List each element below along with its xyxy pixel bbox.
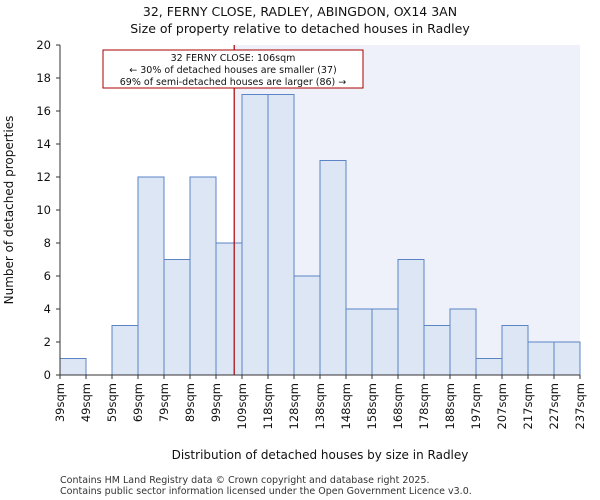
annotation-line-2: ← 30% of detached houses are smaller (37… [129, 65, 336, 76]
bar-178sqm [423, 325, 451, 376]
annotation-frame [102, 49, 364, 89]
y-tick-label-16: 16 [36, 104, 51, 118]
x-tick-label-89sqm: 89sqm [183, 383, 197, 422]
x-tick-label-59sqm: 59sqm [105, 383, 119, 422]
x-tick-label-109sqm: 109sqm [235, 383, 249, 429]
y-tick-label-10: 10 [36, 203, 51, 217]
footer-line-2: Contains public sector information licen… [60, 486, 472, 497]
bar-207sqm [501, 325, 529, 376]
x-tick-label-99sqm: 99sqm [209, 383, 223, 422]
y-tick-label-12: 12 [36, 170, 51, 184]
y-tick-label-0: 0 [44, 368, 51, 382]
bar-217sqm [527, 341, 555, 376]
x-axis-label: Distribution of detached houses by size … [172, 448, 469, 462]
footer-line-1: Contains HM Land Registry data © Crown c… [60, 475, 430, 486]
y-tick-label-20: 20 [36, 38, 51, 52]
x-tick-label-128sqm: 128sqm [287, 383, 301, 429]
annotation-box: 32 FERNY CLOSE: 106sqm ← 30% of detached… [102, 49, 364, 89]
x-tick-label-138sqm: 138sqm [313, 383, 327, 429]
bar-158sqm [371, 308, 399, 376]
bar-188sqm [449, 308, 477, 376]
x-tick-label-227sqm: 227sqm [547, 383, 561, 429]
x-tick-label-217sqm: 217sqm [521, 383, 535, 429]
x-tick-label-118sqm: 118sqm [261, 383, 275, 429]
x-tick-label-49sqm: 49sqm [79, 383, 93, 422]
bar-89sqm [189, 176, 217, 376]
x-tick-label-188sqm: 188sqm [443, 383, 457, 429]
bar-39sqm [59, 358, 87, 376]
x-ticks: 39sqm 49sqm 59sqm 69sqm 79sqm 89sqm 99sqm 109sq… [53, 375, 587, 429]
x-tick-label-158sqm: 158sqm [365, 383, 379, 429]
bar-148sqm [345, 308, 373, 376]
x-tick-label-197sqm: 197sqm [469, 383, 483, 429]
bar-168sqm [397, 259, 425, 376]
y-tick-label-8: 8 [44, 236, 51, 250]
y-tick-label-6: 6 [44, 269, 51, 283]
bars [59, 94, 581, 376]
y-tick-label-18: 18 [36, 71, 51, 85]
x-tick-label-237sqm: 237sqm [573, 383, 587, 429]
x-tick-label-168sqm: 168sqm [391, 383, 405, 429]
x-tick-label-178sqm: 178sqm [417, 383, 431, 429]
y-ticks: 0 2 4 6 8 10 12 14 16 18 20 [36, 38, 60, 382]
y-tick-label-2: 2 [44, 335, 51, 349]
y-tick-label-14: 14 [36, 137, 51, 151]
bar-227sqm [553, 341, 581, 376]
bar-197sqm [475, 358, 503, 376]
x-tick-label-69sqm: 69sqm [131, 383, 145, 422]
annotation-line-1: 32 FERNY CLOSE: 106sqm [171, 53, 296, 64]
bar-118sqm [267, 94, 295, 376]
x-tick-label-148sqm: 148sqm [339, 383, 353, 429]
x-tick-label-79sqm: 79sqm [157, 383, 171, 422]
x-tick-label-39sqm: 39sqm [53, 383, 67, 422]
bar-99sqm [215, 242, 243, 376]
bar-109sqm [241, 94, 269, 376]
bar-138sqm [319, 160, 347, 376]
y-axis-label: Number of detached properties [2, 116, 16, 305]
bar-79sqm [163, 259, 191, 376]
bar-128sqm [293, 275, 321, 376]
y-tick-label-4: 4 [44, 302, 51, 316]
bar-69sqm [137, 176, 165, 376]
x-tick-label-207sqm: 207sqm [495, 383, 509, 429]
chart-subtitle: Size of property relative to detached ho… [130, 21, 470, 36]
bar-59sqm [111, 325, 139, 376]
chart-title: 32, FERNY CLOSE, RADLEY, ABINGDON, OX14 … [143, 4, 457, 19]
annotation-line-3: 69% of semi-detached houses are larger (… [120, 77, 347, 88]
